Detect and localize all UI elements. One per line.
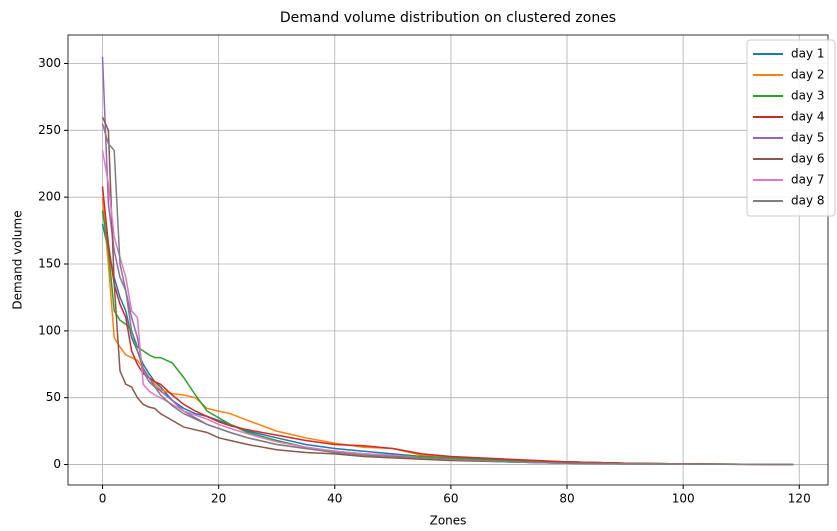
y-tick-label: 300 [38, 56, 61, 70]
y-tick-label: 150 [38, 257, 61, 271]
legend: day 1 day 2 day 3 day 4 day 5 day 6 day 7 day 8 [746, 39, 836, 217]
chart-title: Demand volume distribution on clustered … [280, 10, 616, 26]
x-tick-label: 120 [788, 492, 811, 506]
legend-label: day 1 [791, 47, 825, 61]
legend-label: day 3 [791, 89, 825, 103]
y-axis-label: Demand volume [11, 210, 25, 309]
legend-label: day 5 [791, 131, 825, 145]
data-line [101, 210, 794, 466]
x-tick-label: 0 [99, 492, 107, 506]
y-tick-label: 0 [53, 457, 61, 471]
legend-label: day 6 [791, 152, 825, 166]
x-tick-label: 40 [327, 492, 342, 506]
data-line [101, 186, 794, 466]
x-tick-label: 60 [443, 492, 458, 506]
y-tick-label: 200 [38, 190, 61, 204]
y-tick-label: 50 [46, 390, 61, 404]
legend-label: day 4 [791, 110, 825, 124]
data-line [101, 223, 794, 466]
x-tick-label: 20 [211, 492, 226, 506]
legend-label: day 7 [791, 173, 825, 187]
legend-label: day 2 [791, 68, 825, 82]
data-line [101, 116, 794, 466]
legend-label: day 8 [791, 194, 825, 208]
x-tick-label: 80 [559, 492, 574, 506]
plot-frame [67, 34, 829, 486]
data-line [101, 56, 794, 466]
data-line [101, 123, 794, 466]
legend-box [746, 39, 836, 217]
y-tick-label: 250 [38, 123, 61, 137]
y-tick-label: 100 [38, 323, 61, 337]
x-tick-label: 100 [672, 492, 695, 506]
x-axis-label: Zones [430, 514, 467, 528]
